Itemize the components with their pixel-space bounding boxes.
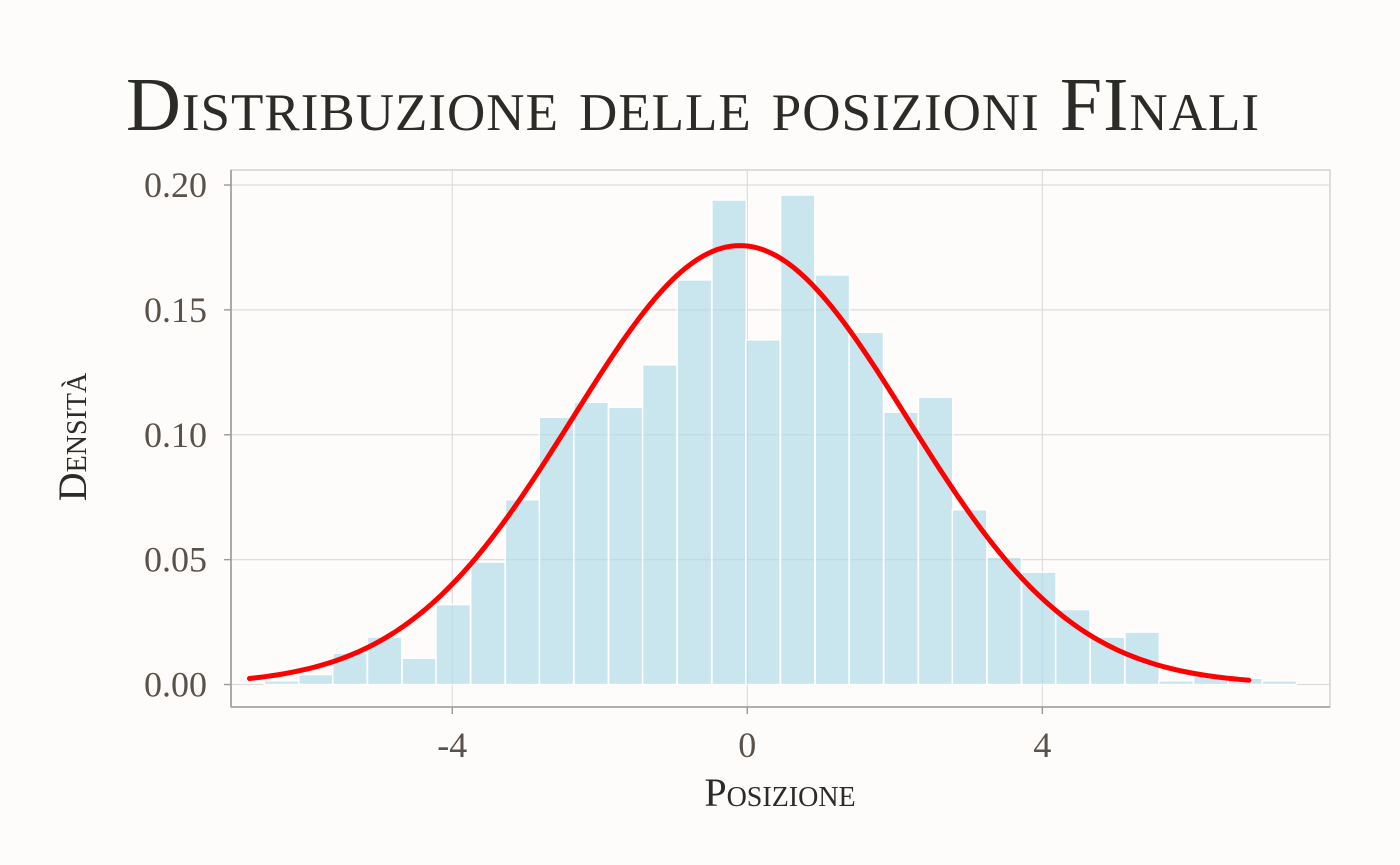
histogram-bar <box>745 339 781 686</box>
x-tick-label: 0 <box>738 725 756 765</box>
histogram-bars <box>263 194 1298 686</box>
x-tick-label: 4 <box>1033 725 1051 765</box>
histogram-bar <box>538 416 575 686</box>
histogram-bar <box>607 406 644 686</box>
histogram-bar <box>711 199 748 686</box>
histogram-bar <box>504 498 541 686</box>
histogram-bar <box>573 401 610 686</box>
histogram-bar <box>1020 571 1057 686</box>
y-tick-label: 0.10 <box>144 415 207 455</box>
y-axis-title: Densità <box>50 372 95 501</box>
tick-labels: 0.00 0.05 0.10 0.15 0.20 -4 0 4 <box>144 165 1051 765</box>
y-tick-label: 0.20 <box>144 165 207 205</box>
y-tick-label: 0.00 <box>144 665 207 705</box>
histogram-bar <box>883 411 919 686</box>
x-tick-label: -4 <box>437 725 467 765</box>
histogram-bar <box>298 673 334 686</box>
y-tick-label: 0.15 <box>144 290 207 330</box>
histogram-bar <box>917 396 954 686</box>
histogram-bar <box>263 680 300 686</box>
histogram-bar <box>951 508 988 686</box>
y-tick-label: 0.05 <box>144 540 207 580</box>
histogram-bar <box>435 603 472 686</box>
histogram-bar <box>986 556 1023 686</box>
axes <box>224 170 1330 714</box>
histogram-bar <box>401 657 438 686</box>
histogram-bar <box>641 364 678 686</box>
histogram-bar <box>1158 680 1195 686</box>
histogram-bar <box>814 274 851 686</box>
histogram-bar <box>848 331 885 686</box>
x-axis-title: Posizione <box>704 770 855 815</box>
histogram-bar <box>469 561 506 686</box>
histogram-bar <box>1261 680 1298 686</box>
density-curve <box>246 243 1252 683</box>
chart-title: Distribuzione delle posizioni FInali <box>126 63 1260 147</box>
density-curve-layer <box>246 243 1252 683</box>
histogram-bar <box>676 279 713 686</box>
